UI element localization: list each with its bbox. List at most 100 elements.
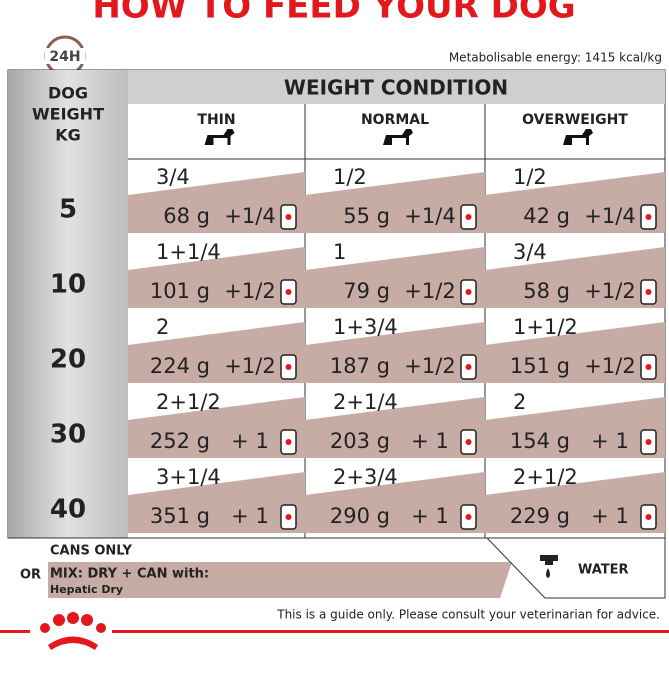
cans-amount: 3+1/4 <box>156 465 221 489</box>
dry-name: Hepatic Dry <box>50 583 123 596</box>
cans-amount: 1+1/4 <box>156 240 221 264</box>
cans-amount: 2+3/4 <box>333 465 398 489</box>
can-amount: +1/2 <box>404 279 455 303</box>
weight-header: KG <box>55 126 81 145</box>
weight: 30 <box>50 420 86 450</box>
can-amount: +1/2 <box>404 354 455 378</box>
dog-icon <box>563 129 593 145</box>
can-logo <box>465 364 472 370</box>
dry-band <box>485 247 665 308</box>
dry-amount: 290 g <box>330 504 390 528</box>
cans-amount: 2+1/4 <box>333 390 398 414</box>
can-logo <box>285 514 292 520</box>
can-logo <box>465 514 472 520</box>
legend: CANS ONLY OR MIX: DRY + CAN with: Hepati… <box>8 537 666 599</box>
dry-amount: 229 g <box>510 504 570 528</box>
cans-amount: 1/2 <box>333 165 367 189</box>
mix: MIX: DRY + CAN with: <box>50 567 209 582</box>
condition-header-bg <box>128 70 665 104</box>
can-amount: + 1 <box>591 429 629 453</box>
can-amount: +1/4 <box>224 204 275 228</box>
dry-band <box>485 172 665 233</box>
dry-band <box>485 322 665 383</box>
can-logo <box>645 289 652 295</box>
clock-icon: 24H <box>44 35 86 77</box>
can-amount: +1/2 <box>584 354 635 378</box>
can-logo <box>645 439 652 445</box>
can-logo <box>285 214 292 220</box>
dry-band <box>305 472 485 533</box>
brand-logo <box>0 612 669 650</box>
cans-amount: 1+3/4 <box>333 315 398 339</box>
dry-amount: 68 g <box>163 204 210 228</box>
table-body: DOG WEIGHT KG THIN NORMAL OVERWEIGHT 5 3/4 68 g +… <box>32 84 666 538</box>
cans-amount: 1 <box>333 240 346 264</box>
dry-amount: 154 g <box>510 429 570 453</box>
dry-amount: 55 g <box>343 204 390 228</box>
weight-column <box>8 70 128 538</box>
cans-only: CANS ONLY <box>50 544 133 559</box>
can-amount: +1/4 <box>584 204 635 228</box>
cans-amount: 2 <box>156 315 169 339</box>
condition-header: WEIGHT CONDITION <box>284 76 508 100</box>
can-logo <box>465 214 472 220</box>
dog-icon <box>204 129 235 145</box>
can-logo <box>645 364 652 370</box>
dry-band <box>485 472 665 533</box>
dry-band <box>128 322 305 383</box>
weight-header: DOG <box>48 84 88 103</box>
can-amount: +1/2 <box>224 354 275 378</box>
dry-band <box>128 472 305 533</box>
dry-amount: 203 g <box>330 429 390 453</box>
dog-icon <box>383 129 413 145</box>
can-logo <box>645 214 652 220</box>
weight: 40 <box>50 495 86 525</box>
dry-amount: 42 g <box>523 204 570 228</box>
dry-amount: 79 g <box>343 279 390 303</box>
dry-band <box>485 397 665 458</box>
dry-band <box>128 397 305 458</box>
water-icon <box>540 555 558 578</box>
title: HOW TO FEED YOUR DOG <box>92 0 575 27</box>
cans-amount: 2 <box>513 390 526 414</box>
can-amount: +1/4 <box>404 204 455 228</box>
weight: 10 <box>50 270 86 300</box>
dry-amount: 224 g <box>150 354 210 378</box>
column-header: NORMAL <box>361 112 429 128</box>
weight-header: WEIGHT <box>32 105 104 124</box>
cans-amount: 3/4 <box>156 165 190 189</box>
dry-band <box>305 397 485 458</box>
cans-amount: 2+1/2 <box>156 390 221 414</box>
dry-amount: 151 g <box>510 354 570 378</box>
dry-amount: 351 g <box>150 504 210 528</box>
can-amount: + 1 <box>231 429 269 453</box>
can-logo <box>465 439 472 445</box>
dry-amount: 58 g <box>523 279 570 303</box>
energy: Metabolisable energy: 1415 kcal/kg <box>449 51 662 65</box>
or: OR <box>20 568 41 583</box>
dry-band <box>305 172 485 233</box>
can-amount: + 1 <box>591 504 629 528</box>
can-amount: + 1 <box>231 504 269 528</box>
can-amount: + 1 <box>411 429 449 453</box>
dry-amount: 252 g <box>150 429 210 453</box>
cans-amount: 1+1/2 <box>513 315 578 339</box>
cans-amount: 1/2 <box>513 165 547 189</box>
weight: 5 <box>59 195 77 225</box>
dry-band <box>305 247 485 308</box>
can-amount: + 1 <box>411 504 449 528</box>
dry-amount: 187 g <box>330 354 390 378</box>
can-amount: +1/2 <box>224 279 275 303</box>
disclaimer: This is a guide only. Please consult you… <box>276 608 660 622</box>
can-logo <box>285 289 292 295</box>
water: WATER <box>578 563 629 578</box>
cans-amount: 3/4 <box>513 240 547 264</box>
can-logo <box>645 514 652 520</box>
can-logo <box>285 439 292 445</box>
clock-label: 24H <box>49 49 80 65</box>
dry-band <box>305 322 485 383</box>
can-logo <box>465 289 472 295</box>
column-header: OVERWEIGHT <box>522 112 628 128</box>
dry-band <box>128 172 305 233</box>
